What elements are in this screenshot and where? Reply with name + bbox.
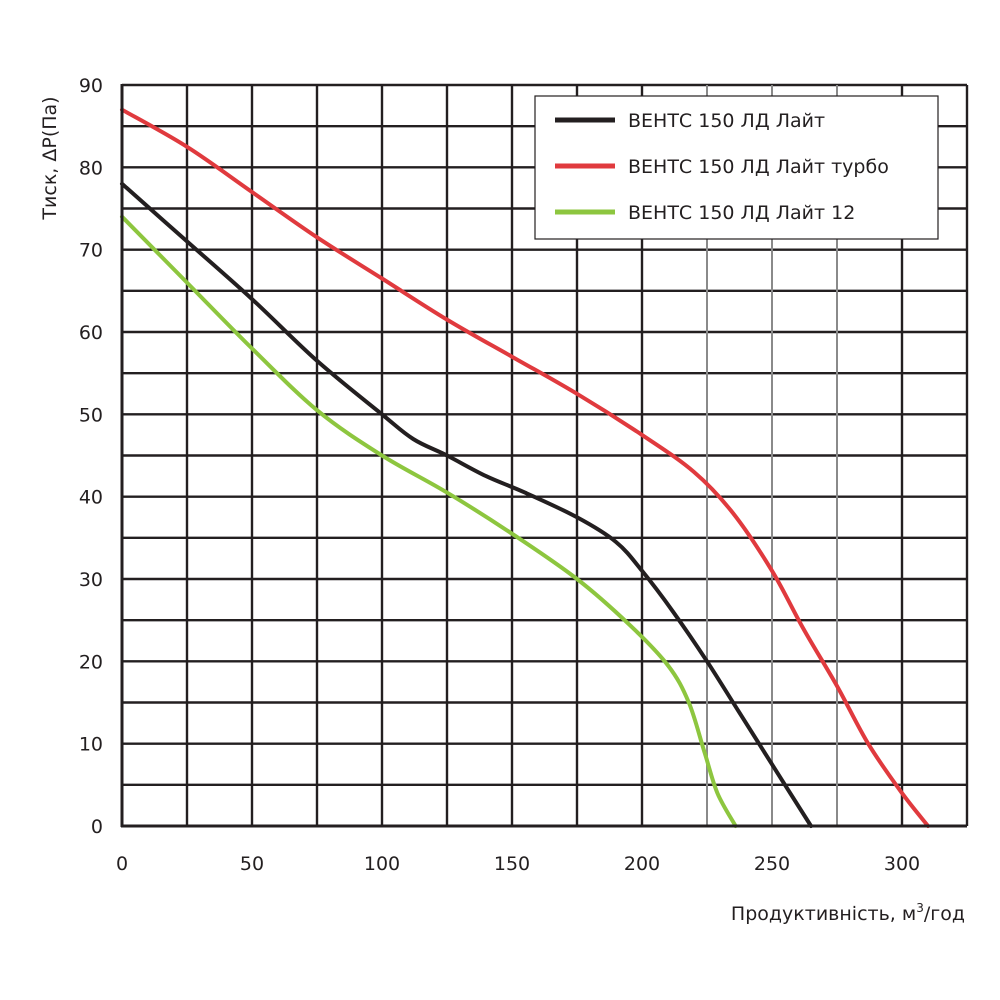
y-tick-label: 40 <box>79 487 103 509</box>
legend-label-2: ВЕНТС 150 ЛД Лайт турбо <box>628 156 889 178</box>
x-tick-label: 200 <box>624 853 660 875</box>
y-tick-label: 80 <box>79 157 103 179</box>
tick-labels: 0 10 20 30 40 50 60 70 80 90 0 50 100 150 200 250 300 <box>79 75 920 875</box>
x-tick-label: 300 <box>884 853 920 875</box>
series-line-3 <box>120 214 738 828</box>
x-tick-label: 100 <box>364 853 400 875</box>
y-tick-label: 60 <box>79 322 103 344</box>
y-tick-label: 0 <box>91 816 103 838</box>
legend-label-3: ВЕНТС 150 ЛД Лайт 12 <box>628 202 855 224</box>
y-tick-label: 70 <box>79 240 103 262</box>
y-tick-label: 90 <box>79 75 103 97</box>
legend: ВЕНТС 150 ЛД Лайт ВЕНТС 150 ЛД Лайт турбо… <box>534 95 939 240</box>
x-axis-title-unit: /год <box>924 903 965 925</box>
series-line-1 <box>120 181 813 828</box>
y-axis-title: Тиск, ΔP(Па) <box>39 96 61 220</box>
x-tick-label: 0 <box>116 853 128 875</box>
axes <box>120 84 967 828</box>
x-axis-title-superscript: 3 <box>916 901 924 915</box>
x-axis-title-main: Продуктивність, м <box>731 903 916 925</box>
y-tick-label: 10 <box>79 734 103 756</box>
x-tick-label: 250 <box>754 853 790 875</box>
series-line-2 <box>120 107 930 828</box>
legend-label-1: ВЕНТС 150 ЛД Лайт <box>628 110 825 132</box>
series-lines <box>120 107 930 828</box>
y-tick-label: 20 <box>79 651 103 673</box>
y-tick-label: 50 <box>79 404 103 426</box>
x-axis-title: Продуктивність, м3/год <box>731 901 965 925</box>
x-tick-label: 50 <box>240 853 264 875</box>
y-tick-label: 30 <box>79 569 103 591</box>
x-tick-label: 150 <box>494 853 530 875</box>
